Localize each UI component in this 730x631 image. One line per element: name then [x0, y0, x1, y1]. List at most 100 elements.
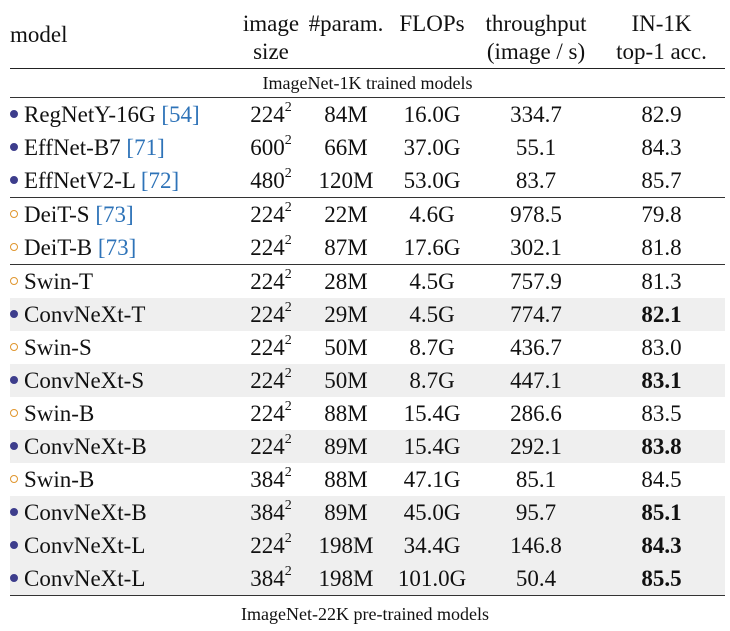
image-size-value: 224	[250, 101, 285, 127]
model-name: Swin-T	[24, 268, 93, 294]
model-cell: DeiT-S [73]	[10, 197, 240, 231]
model-cell: EffNet-B7 [71]	[10, 131, 240, 164]
header-param: #param.	[302, 0, 390, 69]
model-name: ConvNeXt-S	[24, 367, 145, 393]
model-name: ConvNeXt-T	[24, 301, 146, 327]
citation-link[interactable]: [71]	[126, 134, 165, 160]
image-size-cell: 3842	[240, 562, 302, 596]
header-throughput: throughput (image / s)	[474, 0, 598, 69]
model-name: ConvNeXt-L	[24, 532, 146, 558]
header-flops-label: FLOPs	[399, 11, 465, 36]
flops-cell: 8.7G	[390, 364, 474, 397]
throughput-cell: 978.5	[474, 197, 598, 231]
table-row: ConvNeXt-L 2242 198M 34.4G 146.8 84.3	[10, 529, 725, 562]
table-row: EffNetV2-L [72] 4802 120M 53.0G 83.7 85.7	[10, 164, 725, 198]
throughput-cell: 292.1	[474, 430, 598, 463]
param-cell: 88M	[324, 400, 368, 426]
image-size-cell: 3842	[240, 496, 302, 529]
image-size-exponent: 2	[284, 431, 292, 447]
header-accuracy-line2: top-1 acc.	[616, 39, 707, 64]
hollow-circle-icon	[10, 277, 18, 286]
param-cell: 89M	[302, 430, 390, 463]
throughput-cell: 436.7	[510, 334, 562, 360]
model-cell: Swin-B	[10, 463, 240, 496]
throughput-cell: 50.4	[474, 562, 598, 596]
image-size-exponent: 2	[284, 299, 292, 315]
model-cell: ConvNeXt-B	[10, 430, 240, 463]
accuracy-cell: 79.8	[598, 197, 725, 231]
header-row: model image size #param. FLOPs throughpu…	[10, 0, 725, 69]
accuracy-cell: 84.3	[641, 134, 682, 160]
model-name: ConvNeXt-L	[24, 565, 146, 591]
header-flops: FLOPs	[390, 0, 474, 69]
filled-circle-icon	[10, 574, 18, 583]
image-size-cell: 3842	[240, 463, 302, 496]
param-cell: 120M	[318, 167, 374, 193]
header-throughput-line2: (image / s)	[486, 39, 586, 64]
image-size-exponent: 2	[284, 132, 292, 148]
table-row: ConvNeXt-B 3842 89M 45.0G 95.7 85.1	[10, 496, 725, 529]
image-size-exponent: 2	[284, 165, 292, 181]
model-cell: ConvNeXt-T	[10, 298, 240, 331]
results-table: model image size #param. FLOPs throughpu…	[10, 0, 725, 596]
accuracy-cell: 83.0	[641, 334, 682, 360]
model-cell: Swin-S	[10, 331, 240, 364]
accuracy-cell: 81.3	[598, 264, 725, 298]
model-cell: RegNetY-16G [54]	[10, 97, 240, 131]
throughput-cell: 757.9	[474, 264, 598, 298]
image-size-cell: 2242	[240, 298, 302, 331]
flops-cell: 101.0G	[390, 562, 474, 596]
accuracy-cell: 84.5	[641, 466, 682, 492]
accuracy-cell: 81.8	[641, 234, 682, 260]
section-caption-row: ImageNet-1K trained models	[10, 69, 725, 98]
flops-cell: 34.4G	[390, 529, 474, 562]
throughput-cell: 95.7	[474, 496, 598, 529]
image-size-value: 224	[250, 334, 285, 360]
throughput-cell: 302.1	[510, 234, 562, 260]
model-name: Swin-B	[24, 400, 95, 426]
model-name: DeiT-S	[24, 201, 90, 227]
image-size-value: 384	[250, 466, 285, 492]
hollow-circle-icon	[10, 409, 18, 418]
image-size-cell: 6002	[240, 131, 302, 164]
image-size-cell: 2242	[240, 97, 302, 131]
throughput-cell: 774.7	[474, 298, 598, 331]
image-size-exponent: 2	[284, 464, 292, 480]
accuracy-cell: 83.5	[641, 400, 682, 426]
table-row: ConvNeXt-B 2242 89M 15.4G 292.1 83.8	[10, 430, 725, 463]
accuracy-cell: 83.8	[598, 430, 725, 463]
model-name: Swin-S	[24, 334, 92, 360]
hollow-circle-icon	[10, 343, 18, 352]
citation-link[interactable]: [72]	[140, 167, 180, 193]
image-size-cell: 2242	[240, 430, 302, 463]
image-size-value: 384	[250, 499, 285, 525]
citation-link[interactable]: [73]	[97, 234, 137, 260]
param-cell: 88M	[324, 466, 368, 492]
accuracy-cell: 85.7	[641, 167, 682, 193]
model-name: Swin-B	[24, 466, 95, 492]
model-name: EffNetV2-L	[24, 167, 136, 193]
table-row: Swin-T 2242 28M 4.5G 757.9 81.3	[10, 264, 725, 298]
table-row: Swin-S 2242 50M 8.7G 436.7 83.0	[10, 331, 725, 364]
filled-circle-icon	[10, 110, 18, 119]
image-size-exponent: 2	[284, 199, 292, 215]
image-size-value: 224	[250, 367, 285, 393]
table-row: ConvNeXt-S 2242 50M 8.7G 447.1 83.1	[10, 364, 725, 397]
image-size-cell: 2242	[240, 231, 302, 265]
header-accuracy-line1: IN-1K	[631, 11, 692, 36]
image-size-exponent: 2	[284, 99, 292, 115]
hollow-circle-icon	[10, 243, 18, 252]
citation-link[interactable]: [73]	[95, 201, 134, 227]
image-size-value: 480	[250, 167, 285, 193]
header-param-label: #param.	[308, 11, 384, 36]
image-size-exponent: 2	[284, 563, 292, 579]
accuracy-cell: 82.9	[598, 97, 725, 131]
param-cell: 28M	[302, 264, 390, 298]
flops-cell: 4.5G	[390, 264, 474, 298]
filled-circle-icon	[10, 541, 18, 550]
image-size-value: 600	[250, 134, 285, 160]
image-size-value: 224	[250, 400, 285, 426]
throughput-cell: 85.1	[515, 466, 557, 492]
citation-link[interactable]: [54]	[161, 101, 200, 127]
